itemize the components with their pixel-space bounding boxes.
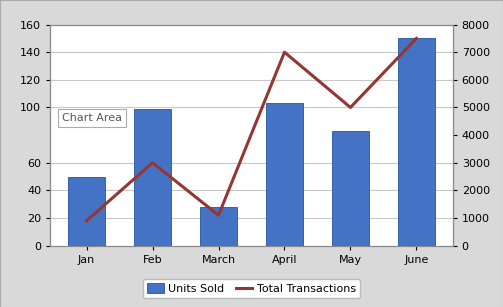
- Bar: [267, 103, 303, 246]
- Bar: [200, 207, 236, 246]
- Bar: [398, 38, 435, 246]
- Legend: Units Sold, Total Transactions: Units Sold, Total Transactions: [143, 279, 360, 298]
- Bar: [134, 109, 171, 246]
- Text: Chart Area: Chart Area: [62, 113, 122, 123]
- Bar: [332, 131, 369, 246]
- Bar: [68, 177, 105, 246]
